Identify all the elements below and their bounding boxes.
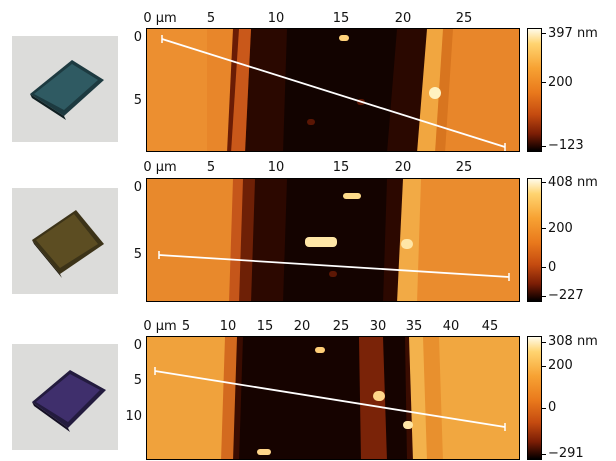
colorbar-min-label: −291 <box>548 446 584 461</box>
y-tick: 5 <box>133 93 142 108</box>
colorbar-min-label: −123 <box>548 138 584 153</box>
y-tick: 0 <box>133 30 142 45</box>
colorbar-zero-label: 0 <box>548 260 557 275</box>
x-tick: 45 <box>481 319 499 334</box>
sample-row-3: 0 μm 5 10 15 20 25 30 35 40 45 0 5 10 <box>0 310 616 461</box>
colorbar-mid-label: 200 <box>548 221 573 236</box>
sample-photo-2 <box>12 188 118 294</box>
sample-photo-1 <box>12 36 118 142</box>
y-tick: 5 <box>133 247 142 262</box>
colorbar-max-label: 408 nm <box>548 175 598 190</box>
x-tick: 25 <box>332 319 350 334</box>
colorbar-2 <box>527 178 542 302</box>
colorbar-tick <box>542 408 546 409</box>
x-tick: 0 μm <box>143 11 177 26</box>
x-tick: 20 <box>293 319 311 334</box>
y-tick: 0 <box>133 180 142 195</box>
x-tick: 15 <box>332 160 350 175</box>
x-tick: 10 <box>219 319 237 334</box>
colorbar-mid-label: 200 <box>548 358 573 373</box>
colorbar-max-label: 397 nm <box>548 26 598 41</box>
colorbar-max-label: 308 nm <box>548 334 598 349</box>
sample-photo-3 <box>12 344 118 450</box>
x-tick: 40 <box>442 319 460 334</box>
x-tick: 20 <box>394 160 412 175</box>
x-tick: 15 <box>256 319 274 334</box>
colorbar-tick <box>542 182 546 183</box>
x-tick: 10 <box>267 160 285 175</box>
x-tick: 35 <box>405 319 423 334</box>
afm-height-map-2 <box>146 178 520 302</box>
x-tick: 0 μm <box>143 160 177 175</box>
sample-row-1: 0 μm 5 10 15 20 25 0 5 397 nm 200 −123 <box>0 0 616 160</box>
colorbar-tick <box>542 366 546 367</box>
colorbar-tick <box>542 82 546 83</box>
y-tick: 5 <box>133 373 142 388</box>
colorbar-tick <box>542 296 546 297</box>
x-tick: 0 μm <box>143 319 177 334</box>
x-tick: 15 <box>332 11 350 26</box>
colorbar-zero-label: 0 <box>548 400 557 415</box>
colorbar-tick <box>542 228 546 229</box>
colorbar-3 <box>527 336 542 460</box>
y-tick: 10 <box>125 409 142 424</box>
x-tick: 25 <box>455 11 473 26</box>
x-tick: 20 <box>394 11 412 26</box>
x-tick: 30 <box>369 319 387 334</box>
colorbar-mid-label: 200 <box>548 75 573 90</box>
x-tick: 5 <box>181 319 191 334</box>
colorbar-tick <box>542 454 546 455</box>
sample-row-2: 0 μm 5 10 15 20 25 0 5 408 nm 200 0 −227 <box>0 160 616 310</box>
afm-height-map-3 <box>146 336 520 460</box>
x-tick: 10 <box>267 11 285 26</box>
colorbar-tick <box>542 33 546 34</box>
colorbar-tick <box>542 267 546 268</box>
x-tick: 5 <box>206 11 216 26</box>
x-tick: 5 <box>206 160 216 175</box>
afm-height-map-1 <box>146 28 520 152</box>
y-tick: 0 <box>133 338 142 353</box>
colorbar-tick <box>542 146 546 147</box>
x-tick: 25 <box>455 160 473 175</box>
colorbar-1 <box>527 28 542 152</box>
colorbar-min-label: −227 <box>548 288 584 303</box>
colorbar-tick <box>542 342 546 343</box>
